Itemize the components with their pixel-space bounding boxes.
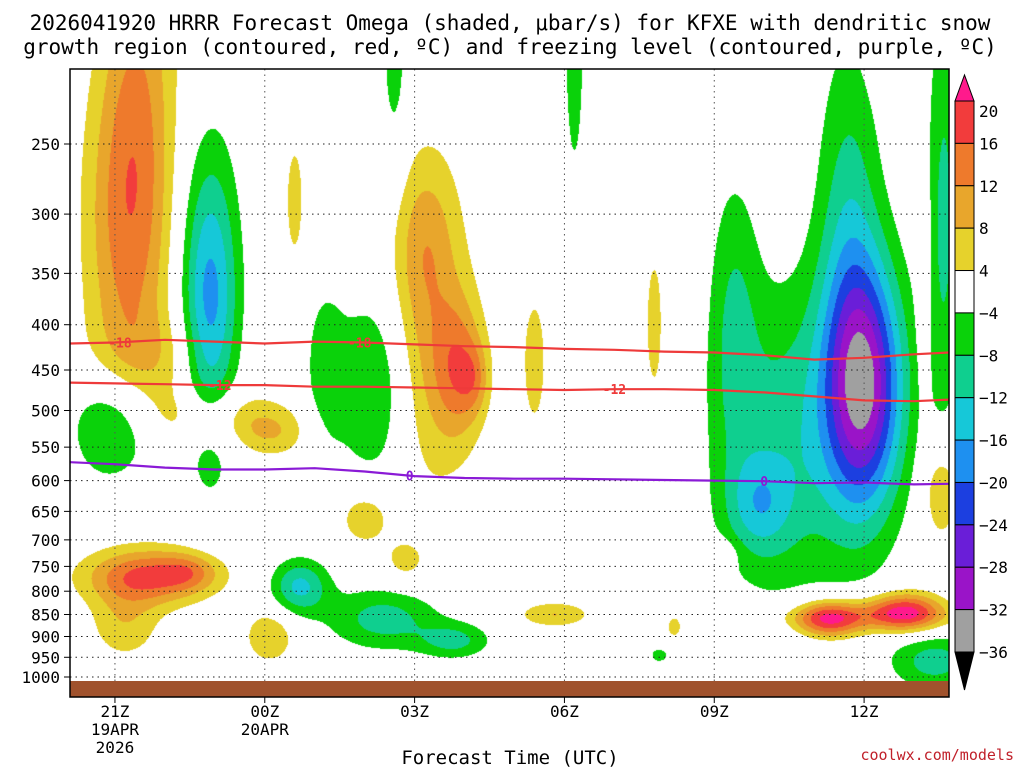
plot-frame — [69, 68, 950, 698]
x-tick-label: 00Z — [250, 702, 279, 721]
y-tick-label: 850 — [31, 606, 60, 625]
colorbar-label: 16 — [979, 134, 998, 153]
y-tick-label: 700 — [31, 531, 60, 550]
colorbar-label: −20 — [979, 473, 1008, 492]
y-tick-label: 600 — [31, 472, 60, 491]
colorbar-label: −8 — [979, 346, 998, 365]
colorbar-label: −12 — [979, 389, 1008, 408]
colorbar-label: −24 — [979, 516, 1008, 535]
colorbar-swatch — [954, 100, 975, 144]
y-tick-label: 450 — [31, 361, 60, 380]
colorbar-swatch — [954, 481, 975, 526]
x-tick-label: 21Z — [100, 702, 129, 721]
x-tick-label: 2026 — [96, 738, 135, 757]
colorbar-swatch — [954, 227, 975, 272]
plot-area: -18 -18 -12 -12 0 0 — [70, 69, 949, 697]
colorbar-label: 12 — [979, 177, 998, 196]
contour-label--18: -18 — [348, 336, 372, 351]
chart-title-line-2: growth region (contoured, red, ºC) and f… — [23, 35, 997, 59]
colorbar-label: 20 — [979, 102, 998, 121]
x-tick-label: 03Z — [400, 702, 429, 721]
colorbar-swatch — [954, 73, 975, 102]
colorbar-swatch — [954, 566, 975, 611]
colorbar-label: 4 — [979, 262, 989, 281]
y-tick-label: 400 — [31, 316, 60, 335]
y-tick-label: 500 — [31, 402, 60, 421]
contour-line-0 — [70, 461, 949, 486]
omega-shading — [70, 69, 949, 697]
y-tick-label: 250 — [31, 135, 60, 154]
colorbar-swatch — [954, 312, 975, 356]
y-tick-label: 350 — [31, 264, 60, 283]
colorbar-label: −36 — [979, 643, 1008, 662]
contour-line--12 — [70, 381, 949, 403]
contour-label-0: 0 — [760, 475, 768, 490]
y-axis: 250 300 350 400 450 500 550 600 650 700 750 800 850 9… — [21, 135, 70, 687]
colorbar: 20 16 12 8 4 −4 −8 −12 −16 −20 −24 −28 −32 −36 — [954, 73, 1008, 691]
x-tick-label: 09Z — [700, 702, 729, 721]
x-tick-label: 20APR — [241, 720, 290, 739]
colorbar-swatch — [954, 439, 975, 483]
colorbar-label: −28 — [979, 558, 1008, 577]
y-tick-label: 550 — [31, 438, 60, 457]
colorbar-label: −32 — [979, 601, 1008, 620]
colorbar-swatch — [954, 142, 975, 187]
y-tick-label: 800 — [31, 582, 60, 601]
x-tick-label: 06Z — [550, 702, 579, 721]
y-tick-label: 750 — [31, 557, 60, 576]
contour-label--18: -18 — [108, 336, 132, 351]
contour-label-0: 0 — [406, 470, 414, 485]
x-axis-label: Forecast Time (UTC) — [401, 747, 618, 768]
colorbar-swatch — [954, 524, 975, 568]
y-tick-label: 300 — [31, 205, 60, 224]
y-tick-label: 900 — [31, 627, 60, 646]
colorbar-swatch — [954, 354, 975, 399]
colorbar-label: −4 — [979, 304, 998, 323]
contour-label--12: -12 — [208, 379, 231, 394]
temperature-contours: -18 -18 -12 -12 0 0 — [70, 336, 949, 490]
credit-text: coolwx.com/models — [860, 746, 1014, 764]
chart-title-line-1: 2026041920 HRRR Forecast Omega (shaded, … — [30, 11, 991, 35]
contour-line--18 — [70, 338, 949, 361]
x-tick-label: 12Z — [850, 702, 879, 721]
colorbar-swatch — [954, 609, 975, 653]
colorbar-swatch — [954, 270, 975, 314]
y-tick-label: 1000 — [21, 668, 60, 687]
contour-label--12: -12 — [603, 383, 626, 398]
ground-surface — [70, 681, 949, 697]
colorbar-label: −16 — [979, 431, 1008, 450]
colorbar-label: 8 — [979, 219, 989, 238]
colorbar-swatch — [954, 185, 975, 229]
y-tick-label: 650 — [31, 502, 60, 521]
gridlines — [70, 69, 949, 697]
colorbar-swatch — [954, 651, 975, 691]
y-tick-label: 950 — [31, 648, 60, 667]
x-tick-label: 19APR — [91, 720, 140, 739]
colorbar-swatch — [954, 397, 975, 441]
